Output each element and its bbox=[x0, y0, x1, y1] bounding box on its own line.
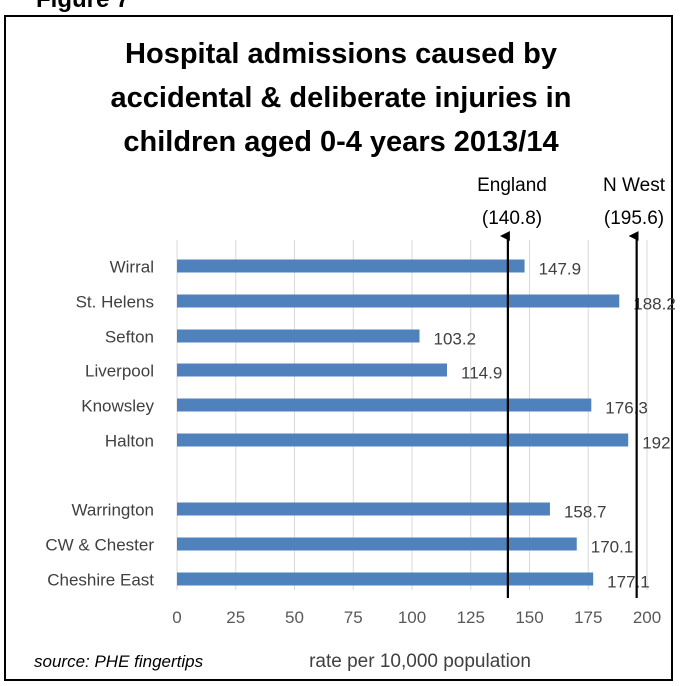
category-label: Knowsley bbox=[81, 396, 154, 415]
category-label: Warrington bbox=[71, 500, 154, 519]
value-label: 114.9 bbox=[461, 363, 502, 382]
value-label: 103.2 bbox=[434, 329, 477, 348]
chart-frame bbox=[4, 15, 673, 681]
reference-line-value: (195.6) bbox=[604, 208, 664, 229]
figure-label: Figure 7 bbox=[36, 0, 129, 14]
bar bbox=[177, 537, 577, 551]
x-axis-label: rate per 10,000 population bbox=[309, 651, 531, 672]
value-label: 192 bbox=[642, 433, 670, 452]
x-tick-label: 100 bbox=[398, 608, 426, 627]
reference-line-label: N West bbox=[603, 175, 666, 196]
x-tick-label: 150 bbox=[515, 608, 543, 627]
reference-line-label: England bbox=[477, 175, 547, 196]
category-label: CW & Chester bbox=[45, 535, 154, 554]
chart-title-line: Hospital admissions caused by bbox=[125, 38, 557, 70]
value-label: 147.9 bbox=[539, 259, 582, 278]
category-label: Cheshire East bbox=[47, 570, 154, 589]
value-label: 176.3 bbox=[605, 398, 648, 417]
category-label: Liverpool bbox=[85, 361, 154, 380]
value-label: 158.7 bbox=[564, 502, 607, 521]
x-tick-label: 50 bbox=[285, 608, 304, 627]
source-note: source: PHE fingertips bbox=[34, 652, 204, 671]
x-tick-label: 0 bbox=[172, 608, 181, 627]
reference-line-value: (140.8) bbox=[482, 208, 542, 229]
chart-title-line: accidental & deliberate injuries in bbox=[110, 82, 572, 114]
x-tick-label: 75 bbox=[344, 608, 363, 627]
value-label: 188.2 bbox=[633, 294, 676, 313]
bar bbox=[177, 259, 525, 273]
x-tick-label: 25 bbox=[226, 608, 245, 627]
category-label: Wirral bbox=[110, 257, 154, 276]
bar bbox=[177, 363, 448, 377]
bar bbox=[177, 398, 592, 412]
bar bbox=[177, 572, 594, 586]
bar bbox=[177, 433, 629, 447]
value-label: 170.1 bbox=[591, 537, 634, 556]
chart-title-line: children aged 0-4 years 2013/14 bbox=[123, 126, 559, 158]
value-label: 177.1 bbox=[607, 572, 650, 591]
bar bbox=[177, 329, 420, 343]
x-tick-label: 200 bbox=[633, 608, 661, 627]
bar bbox=[177, 502, 550, 516]
bar bbox=[177, 294, 620, 308]
x-tick-label: 175 bbox=[574, 608, 602, 627]
x-tick-label: 125 bbox=[457, 608, 485, 627]
category-label: St. Helens bbox=[76, 292, 154, 311]
chart-title: Hospital admissions caused by accidental … bbox=[10, 32, 672, 164]
category-label: Halton bbox=[105, 431, 154, 450]
category-label: Sefton bbox=[105, 327, 154, 346]
